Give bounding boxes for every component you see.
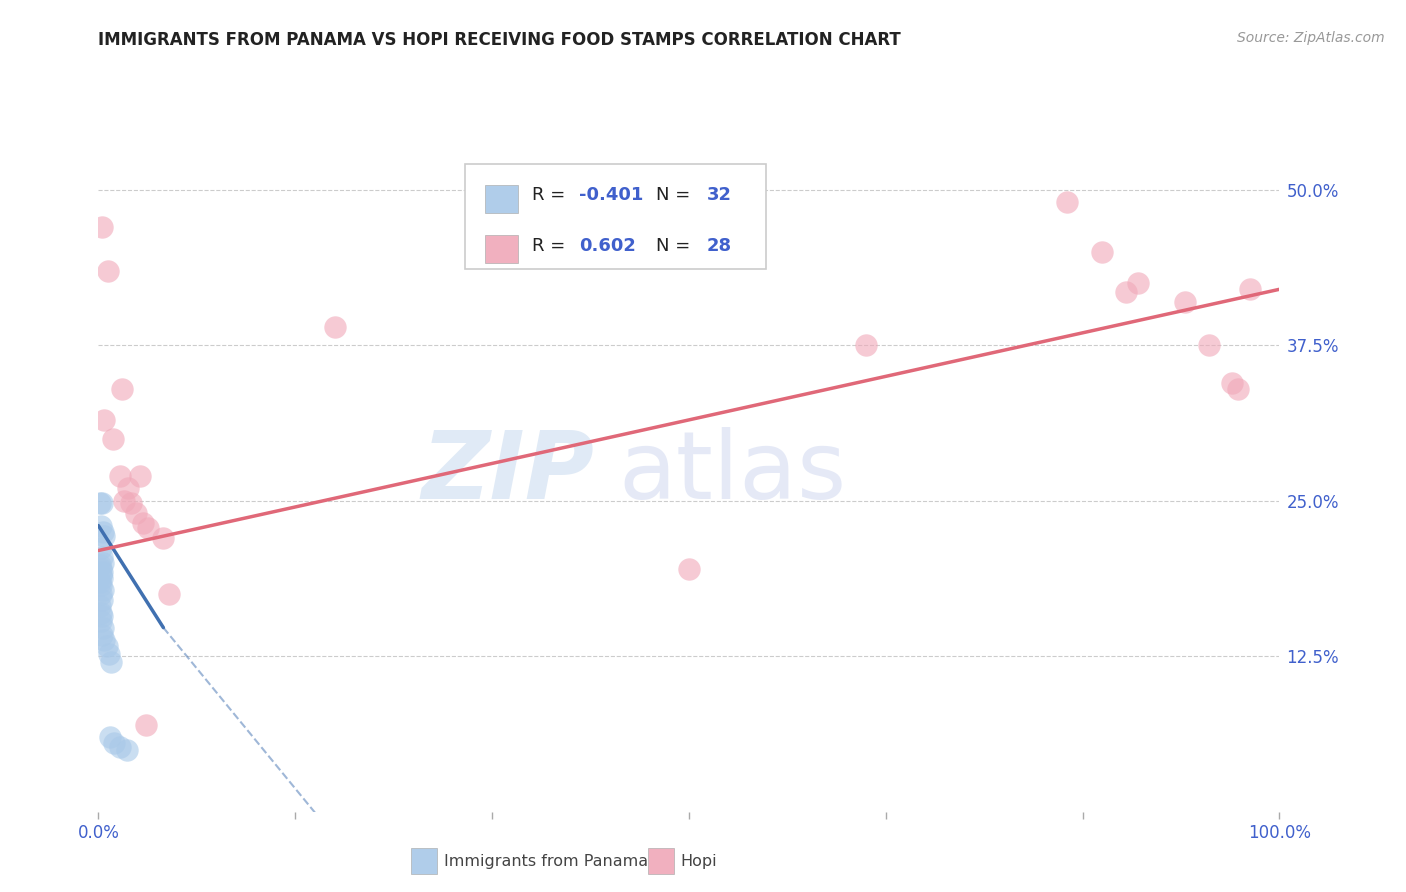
Point [111,382,134,396]
Point [101,432,124,446]
Point [117,481,139,495]
Point [1091,244,1114,259]
FancyBboxPatch shape [464,164,766,269]
Point [97,263,120,277]
Point [678,562,700,576]
Point [1227,382,1250,396]
Point [91,571,114,585]
Point [90,578,112,592]
Point [855,338,877,352]
Point [93,528,115,542]
Point [1220,376,1243,390]
Point [1056,195,1078,210]
Point [108,739,131,754]
Text: N =: N = [655,186,696,204]
Point [135,717,157,731]
Point [91,621,114,635]
Point [89,599,111,614]
Point [89,558,111,573]
Point [90,587,112,601]
Text: -0.401: -0.401 [579,186,644,204]
Point [90,606,112,620]
FancyBboxPatch shape [412,848,437,874]
Point [157,587,180,601]
Point [91,609,114,624]
Text: Immigrants from Panama: Immigrants from Panama [444,855,648,870]
Point [91,593,114,607]
Point [89,496,111,510]
Point [89,574,111,589]
FancyBboxPatch shape [485,185,517,213]
Point [90,518,112,533]
Point [90,562,112,576]
FancyBboxPatch shape [648,848,673,874]
Point [98,730,121,744]
Point [91,565,114,579]
Point [112,493,135,508]
Point [136,521,159,535]
Point [90,541,112,555]
Point [96,640,118,654]
Point [1239,282,1261,296]
Point [128,468,150,483]
Text: IMMIGRANTS FROM PANAMA VS HOPI RECEIVING FOOD STAMPS CORRELATION CHART: IMMIGRANTS FROM PANAMA VS HOPI RECEIVING… [98,31,901,49]
Point [100,656,122,670]
Text: 28: 28 [707,236,731,254]
Point [121,496,143,510]
Text: ZIP: ZIP [422,426,595,519]
Text: 32: 32 [707,186,731,204]
Point [91,524,114,539]
Point [1126,276,1149,290]
Text: R =: R = [531,236,576,254]
Point [90,615,112,629]
Text: N =: N = [655,236,696,254]
Point [91,583,114,598]
Point [91,549,114,564]
Point [98,647,121,661]
Point [115,742,138,756]
Text: atlas: atlas [619,426,846,519]
Point [132,516,155,530]
Point [91,496,114,510]
Point [91,220,114,235]
Point [103,736,125,750]
Point [152,531,174,545]
Point [91,628,114,642]
Point [93,633,115,648]
Text: 0.602: 0.602 [579,236,636,254]
Point [90,568,112,582]
Point [108,468,131,483]
Text: Hopi: Hopi [681,855,717,870]
Y-axis label: Receiving Food Stamps: Receiving Food Stamps [0,384,7,562]
Point [1198,338,1220,352]
Point [323,319,346,334]
Text: Source: ZipAtlas.com: Source: ZipAtlas.com [1237,31,1385,45]
Point [125,506,148,520]
Point [1174,294,1197,309]
Point [1115,285,1137,299]
Point [91,556,114,570]
FancyBboxPatch shape [485,235,517,263]
Point [93,413,115,427]
Text: R =: R = [531,186,571,204]
